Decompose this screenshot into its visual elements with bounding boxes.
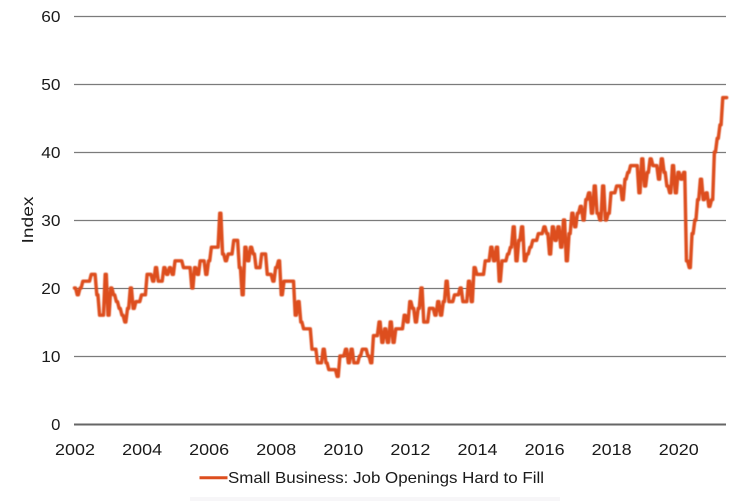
svg-text:2014: 2014	[458, 442, 498, 459]
svg-text:20: 20	[41, 281, 60, 298]
svg-text:60: 60	[41, 9, 60, 26]
svg-text:30: 30	[41, 213, 60, 230]
svg-text:2016: 2016	[525, 442, 565, 459]
svg-text:2008: 2008	[256, 442, 296, 459]
svg-text:Index: Index	[20, 196, 37, 243]
svg-text:2004: 2004	[122, 442, 162, 459]
svg-text:50: 50	[41, 77, 60, 94]
svg-text:Small Business: Job Openings H: Small Business: Job Openings Hard to Fil…	[228, 470, 544, 487]
svg-text:2010: 2010	[323, 442, 363, 459]
svg-text:2002: 2002	[55, 442, 95, 459]
svg-text:40: 40	[41, 145, 60, 162]
svg-text:2020: 2020	[659, 442, 699, 459]
svg-text:2006: 2006	[189, 442, 229, 459]
svg-text:10: 10	[41, 349, 60, 366]
svg-text:2012: 2012	[390, 442, 430, 459]
svg-text:2018: 2018	[592, 442, 632, 459]
svg-text:0: 0	[51, 417, 61, 434]
